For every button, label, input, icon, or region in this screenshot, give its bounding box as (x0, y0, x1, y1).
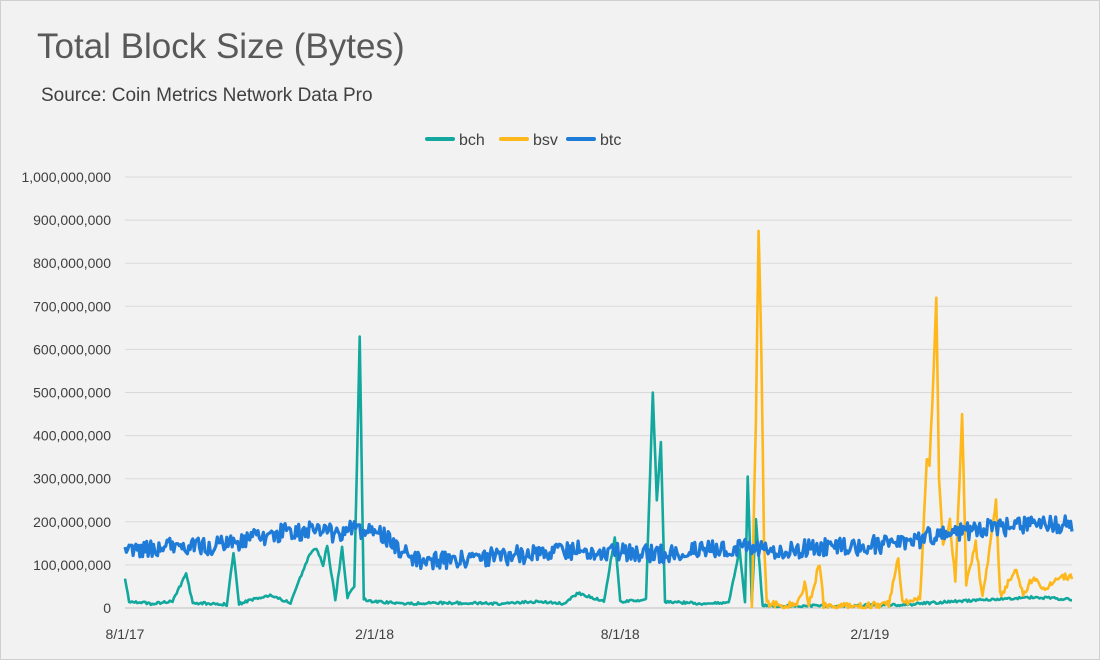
legend-label-btc: btc (600, 132, 621, 149)
x-tick-label: 2/1/18 (355, 626, 394, 642)
chart-subtitle: Source: Coin Metrics Network Data Pro (41, 85, 373, 106)
chart-title: Total Block Size (Bytes) (37, 27, 405, 66)
y-tick-label: 400,000,000 (33, 428, 111, 444)
gridlines (125, 176, 1072, 609)
x-tick-label: 8/1/17 (106, 626, 145, 642)
x-axis-ticks: 8/1/17 2/1/18 8/1/18 2/1/19 (106, 626, 890, 642)
x-tick-label: 8/1/18 (601, 626, 640, 642)
y-tick-label: 0 (103, 600, 111, 616)
legend: bch bsv btc (425, 132, 621, 149)
y-tick-label: 600,000,000 (33, 341, 111, 357)
y-tick-label: 500,000,000 (33, 385, 111, 401)
y-tick-label: 200,000,000 (33, 514, 111, 530)
series-line-bch (123, 335, 1073, 609)
legend-label-bsv: bsv (533, 132, 558, 149)
series-line-btc (123, 514, 1074, 571)
x-tick-label: 2/1/19 (850, 626, 889, 642)
y-tick-label: 300,000,000 (33, 471, 111, 487)
y-tick-label: 900,000,000 (33, 212, 111, 228)
series-line-bsv (750, 229, 1074, 610)
y-tick-label: 700,000,000 (33, 298, 111, 314)
legend-label-bch: bch (459, 132, 485, 149)
series-lines (123, 229, 1074, 610)
y-tick-label: 800,000,000 (33, 255, 111, 271)
y-tick-label: 100,000,000 (33, 557, 111, 573)
y-tick-label: 1,000,000,000 (21, 169, 111, 185)
y-axis-ticks: 0 100,000,000 200,000,000 300,000,000 400,00… (21, 169, 111, 616)
